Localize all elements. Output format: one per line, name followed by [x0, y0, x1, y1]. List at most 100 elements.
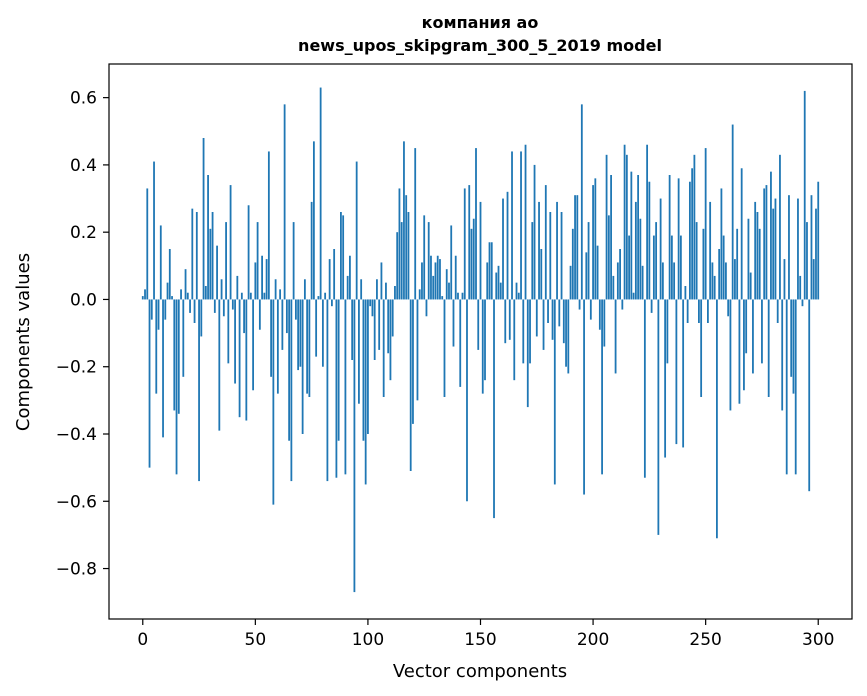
bar-294	[803, 90, 806, 300]
bar-148	[475, 148, 477, 300]
bar-252	[709, 201, 712, 300]
bar-55	[265, 259, 268, 300]
bar-131	[436, 255, 439, 300]
bar-198	[587, 222, 590, 300]
bar-98	[362, 299, 365, 441]
bar-14	[173, 299, 176, 411]
bar-217	[630, 171, 633, 300]
bar-66	[290, 299, 293, 482]
bar-280	[772, 208, 775, 300]
bar-54	[263, 292, 266, 300]
bar-92	[349, 255, 351, 300]
bar-236	[673, 262, 676, 300]
bar-10	[164, 299, 167, 320]
bar-44	[240, 292, 243, 300]
bar-260	[727, 299, 730, 317]
bar-241	[684, 286, 687, 300]
bar-93	[351, 299, 354, 360]
bar-286	[785, 299, 788, 475]
bar-80	[321, 299, 324, 367]
bar-12	[168, 249, 171, 300]
bar-22	[191, 208, 194, 300]
bar-238	[677, 178, 680, 300]
bar-288	[790, 299, 793, 377]
bar-74	[308, 299, 311, 397]
chart-title-line2: news_upos_skipgram_300_5_2019 model	[298, 36, 662, 55]
bar-281	[774, 198, 777, 300]
bar-119	[409, 299, 412, 471]
bar-207	[607, 215, 610, 300]
bar-166	[515, 282, 518, 300]
bar-145	[468, 185, 471, 300]
bar-132	[439, 259, 441, 300]
bar-43	[238, 299, 241, 418]
bar-53	[261, 255, 263, 300]
bar-255	[716, 299, 718, 539]
bar-83	[328, 259, 331, 300]
bar-158	[497, 265, 500, 300]
bar-197	[585, 252, 588, 300]
bar-21	[189, 299, 191, 313]
bar-97	[360, 279, 363, 300]
x-tick-label: 300	[802, 630, 834, 650]
bar-160	[502, 198, 504, 300]
bar-137	[450, 225, 453, 300]
y-tick-label: 0.0	[70, 290, 97, 310]
x-tick-label: 0	[137, 630, 148, 650]
bar-70	[299, 299, 302, 367]
bar-16	[177, 299, 180, 414]
bar-11	[166, 282, 169, 300]
bar-254	[713, 275, 716, 300]
x-ticks-group: 0 50 100 150 200 250 300	[137, 619, 834, 650]
bar-3	[148, 299, 151, 468]
bar-277	[765, 185, 768, 300]
x-tick-label: 200	[577, 630, 609, 650]
bar-270	[749, 272, 752, 300]
bar-293	[801, 299, 804, 307]
bar-101	[369, 299, 372, 307]
bar-297	[810, 195, 813, 300]
bar-267	[743, 299, 745, 391]
bar-195	[580, 104, 583, 300]
bar-157	[495, 272, 498, 300]
bar-125	[423, 215, 426, 300]
bar-153	[486, 262, 489, 300]
bar-276	[763, 188, 766, 300]
bar-190	[569, 265, 572, 300]
bar-128	[430, 255, 432, 300]
bar-177	[540, 249, 543, 300]
bar-122	[416, 299, 419, 401]
bar-139	[454, 255, 457, 300]
bars-group	[141, 87, 820, 593]
bar-109	[387, 299, 390, 354]
bar-266	[740, 168, 743, 300]
bar-71	[301, 299, 304, 434]
bar-7	[157, 299, 160, 330]
bar-298	[812, 259, 815, 300]
bar-278	[767, 299, 770, 397]
bar-34	[218, 299, 221, 431]
bar-168	[520, 151, 522, 300]
bar-82	[326, 299, 329, 482]
bar-218	[632, 292, 635, 300]
bar-8	[159, 225, 162, 300]
bar-208	[610, 175, 612, 300]
bar-300	[817, 181, 820, 300]
bar-172	[529, 299, 531, 364]
bar-104	[376, 279, 378, 300]
bar-69	[297, 299, 300, 371]
bar-94	[353, 299, 356, 593]
bar-47	[247, 205, 250, 300]
bar-50	[254, 262, 257, 300]
bar-9	[162, 299, 164, 438]
bar-129	[432, 275, 435, 300]
bar-154	[488, 242, 491, 300]
bar-58	[272, 299, 275, 505]
bar-194	[578, 299, 581, 310]
bar-163	[508, 299, 511, 340]
bar-36	[222, 299, 225, 317]
bar-102	[371, 299, 374, 317]
bar-15	[175, 299, 178, 475]
bar-199	[589, 299, 592, 320]
